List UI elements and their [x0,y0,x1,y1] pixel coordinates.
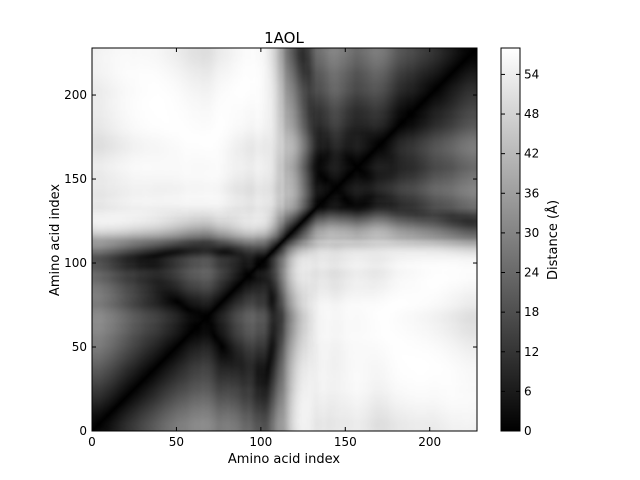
colorbar [500,47,521,432]
y-tick-label: 50 [72,340,87,354]
colorbar-tick-label: 0 [524,424,532,438]
colorbar-label: Distance (Å) [545,200,561,280]
x-tick-label: 50 [169,435,184,449]
y-tick-label: 100 [64,256,87,270]
x-tick-label: 100 [249,435,272,449]
x-axis-label: Amino acid index [228,452,340,467]
y-axis-label: Amino acid index [48,184,63,296]
distance-heatmap [92,48,477,431]
colorbar-tick-label: 24 [524,266,539,280]
colorbar-tick-label: 18 [524,305,539,319]
x-tick-label: 150 [334,435,357,449]
x-axis: 0 50 100 150 200 [88,48,441,449]
chart-title: 1AOL [264,29,304,47]
colorbar-tick-label: 12 [524,345,539,359]
colorbar-axis: 0 6 12 18 24 30 36 42 48 54 [501,67,539,438]
plot-frame [91,47,478,432]
colorbar-tick-label: 54 [524,67,539,81]
y-tick-label: 150 [64,172,87,186]
y-tick-label: 0 [79,424,87,438]
y-axis: 0 50 100 150 200 [64,88,477,438]
colorbar-tick-label: 42 [524,147,539,161]
colorbar-tick-label: 36 [524,186,539,200]
x-tick-label: 200 [418,435,441,449]
colorbar-tick-label: 30 [524,226,539,240]
x-tick-label: 0 [88,435,96,449]
colorbar-tick-label: 6 [524,384,532,398]
colorbar-tick-label: 48 [524,107,539,121]
y-tick-label: 200 [64,88,87,102]
